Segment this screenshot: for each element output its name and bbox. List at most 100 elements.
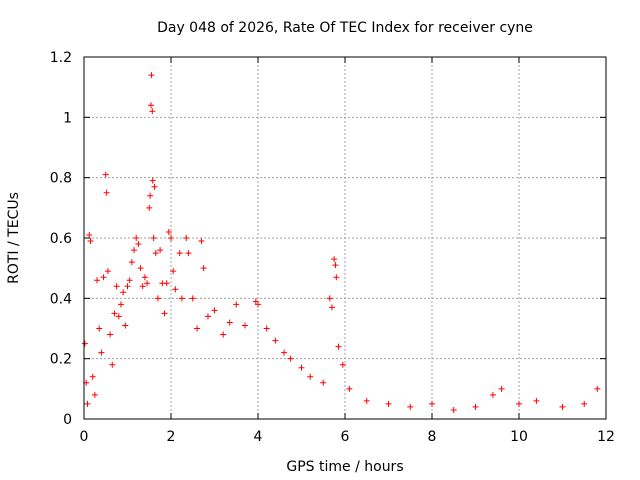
data-point: [135, 241, 142, 248]
data-point: [117, 301, 124, 308]
data-point: [211, 307, 218, 314]
data-point: [346, 385, 353, 392]
data-point: [144, 280, 151, 287]
data-point: [185, 250, 192, 257]
data-point: [128, 259, 135, 266]
data-point: [172, 286, 179, 293]
data-point: [200, 265, 207, 272]
x-axis-label: GPS time / hours: [286, 459, 403, 475]
y-tick-label: 0.2: [50, 352, 72, 368]
data-point: [161, 310, 168, 317]
y-tick-label: 0.4: [50, 291, 72, 307]
data-point: [198, 238, 205, 245]
data-point: [149, 108, 156, 115]
data-point: [103, 189, 110, 196]
data-point: [141, 274, 148, 281]
data-point: [307, 373, 314, 380]
data-point: [450, 406, 457, 413]
data-point: [272, 337, 279, 344]
x-tick-label: 0: [80, 429, 89, 445]
data-point: [363, 397, 370, 404]
data-point: [498, 385, 505, 392]
data-point: [176, 250, 183, 257]
data-point: [111, 310, 118, 317]
y-tick-label: 0.8: [50, 171, 72, 187]
data-point: [165, 228, 172, 235]
data-point: [150, 235, 157, 241]
data-point: [559, 403, 566, 410]
data-point: [326, 295, 333, 302]
data-point: [220, 331, 227, 338]
data-point: [163, 280, 170, 287]
y-tick-label: 1.2: [50, 50, 72, 66]
data-point: [516, 400, 522, 407]
data-point: [168, 235, 174, 241]
data-point: [81, 340, 88, 347]
data-point: [124, 283, 131, 290]
data-point: [328, 304, 335, 311]
y-axis-label: ROTI / TECUs: [6, 192, 22, 284]
data-point: [89, 373, 96, 380]
data-point: [263, 325, 270, 332]
data-point: [298, 364, 305, 371]
axis-ticks: 0 2 4 6 8 10 12 0 0.2 0.4 0.6 0.8 1 1.2: [50, 50, 615, 445]
data-point: [226, 319, 233, 326]
data-point: [109, 361, 116, 368]
data-point: [331, 256, 338, 263]
data-point: [151, 183, 158, 190]
chart-title: Day 048 of 2026, Rate Of TEC Index for r…: [157, 20, 533, 36]
data-point: [120, 289, 127, 296]
x-tick-label: 6: [341, 429, 350, 445]
y-tick-label: 1: [63, 110, 72, 126]
data-point: [157, 247, 164, 254]
data-point: [287, 355, 294, 362]
data-point: [102, 171, 109, 178]
data-point: [255, 301, 261, 308]
data-point: [407, 403, 414, 410]
data-point: [241, 322, 248, 329]
data-point: [86, 231, 93, 238]
data-point: [204, 313, 211, 320]
y-tick-label: 0.6: [50, 231, 72, 247]
data-point: [335, 343, 342, 350]
data-point: [170, 268, 177, 275]
data-point: [339, 361, 346, 368]
data-point: [96, 325, 103, 332]
data-point: [252, 298, 259, 305]
data-point: [91, 391, 98, 398]
data-point: [131, 247, 138, 254]
data-point: [233, 301, 240, 308]
data-point: [489, 391, 496, 398]
data-point: [281, 349, 288, 356]
data-point: [178, 295, 185, 302]
data-point: [154, 295, 161, 302]
x-tick-label: 10: [510, 429, 528, 445]
data-point: [332, 262, 339, 269]
data-point: [87, 238, 94, 245]
data-point: [133, 235, 140, 241]
data-point: [137, 265, 144, 272]
data-point: [147, 192, 154, 199]
data-point: [385, 400, 392, 407]
x-tick-label: 12: [597, 429, 615, 445]
data-point: [100, 274, 107, 281]
data-point: [126, 277, 133, 284]
x-tick-label: 2: [167, 429, 176, 445]
data-point: [581, 400, 588, 407]
y-tick-label: 0: [63, 412, 72, 428]
data-point: [115, 313, 122, 320]
data-point: [472, 403, 479, 410]
data-points: [81, 72, 601, 413]
data-point: [189, 295, 196, 302]
data-point: [122, 322, 129, 329]
x-tick-label: 4: [254, 429, 263, 445]
x-tick-label: 8: [428, 429, 437, 445]
data-point: [104, 268, 111, 275]
data-point: [533, 397, 540, 404]
data-point: [194, 325, 201, 332]
data-point: [84, 400, 91, 407]
grid-lines: [84, 57, 606, 419]
data-point: [107, 331, 114, 338]
data-point: [98, 349, 105, 356]
